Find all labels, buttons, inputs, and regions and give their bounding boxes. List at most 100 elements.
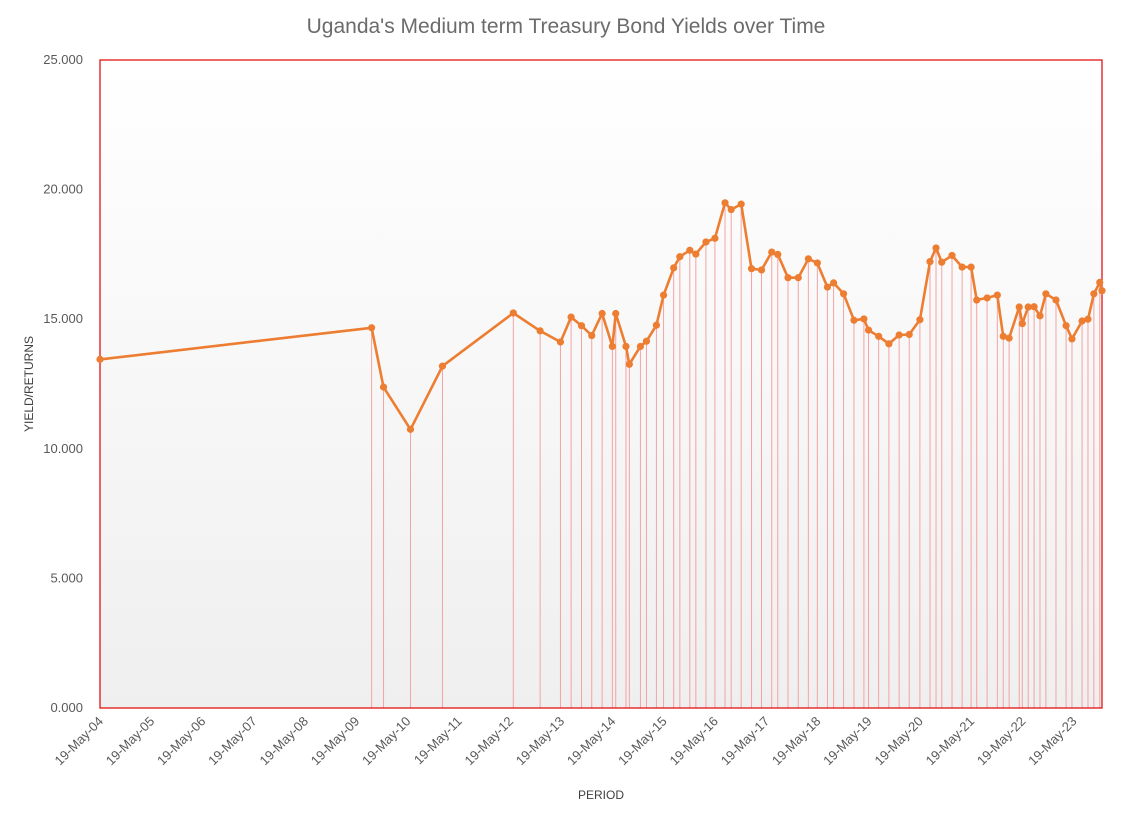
data-point: [1030, 303, 1038, 311]
x-tick-label: 19-May-23: [1025, 714, 1080, 769]
data-point: [659, 291, 668, 299]
data-point: [1036, 312, 1044, 320]
data-point: [96, 355, 104, 363]
data-point: [608, 342, 616, 351]
data-point: [1096, 278, 1104, 286]
y-tick-label: 25.000: [43, 52, 83, 67]
data-point: [727, 205, 735, 214]
data-point: [702, 238, 710, 246]
data-point: [784, 274, 792, 282]
data-point: [1098, 287, 1106, 295]
x-tick-label: 19-May-21: [923, 714, 978, 769]
data-point: [864, 326, 873, 334]
x-tick-label: 19-May-11: [411, 714, 465, 768]
data-point: [830, 279, 838, 287]
x-axis-ticks: 19-May-0419-May-0519-May-0619-May-0719-M…: [52, 714, 1080, 769]
x-tick-label: 19-May-20: [871, 714, 926, 769]
x-tick-label: 19-May-19: [820, 714, 875, 769]
data-point: [794, 274, 802, 282]
x-axis-label: PERIOD: [578, 788, 624, 802]
data-point: [692, 250, 700, 258]
x-tick-label: 19-May-22: [974, 714, 1029, 769]
x-tick-label: 19-May-18: [769, 714, 824, 769]
x-tick-label: 19-May-13: [513, 714, 568, 769]
data-point: [813, 259, 821, 267]
data-point: [839, 290, 848, 298]
y-axis-ticks: 0.000 5.000 10.000 15.000 20.000 25.000: [43, 52, 83, 715]
x-tick-label: 19-May-10: [359, 714, 414, 769]
data-point: [368, 324, 376, 332]
data-point: [895, 331, 903, 339]
data-point: [768, 248, 776, 256]
data-point: [652, 321, 661, 329]
x-tick-label: 19-May-16: [666, 714, 721, 769]
data-point: [967, 263, 975, 271]
data-point: [885, 340, 893, 348]
plot-border: [99, 59, 1103, 709]
x-tick-label: 19-May-14: [564, 714, 619, 769]
data-point: [973, 296, 981, 304]
data-point: [642, 337, 651, 345]
data-point: [983, 294, 991, 302]
data-point: [1062, 322, 1070, 330]
data-point: [1042, 290, 1050, 298]
data-point: [1078, 317, 1086, 325]
y-axis-label: YIELD/RETURNS: [22, 336, 36, 432]
data-point: [598, 309, 606, 318]
data-point: [625, 360, 633, 368]
data-point: [747, 265, 756, 273]
data-point: [438, 362, 447, 370]
data-point: [926, 258, 934, 266]
x-tick-label: 19-May-15: [615, 714, 670, 769]
data-point: [958, 263, 966, 271]
x-tick-label: 19-May-06: [154, 714, 209, 769]
chart-title: Uganda's Medium term Treasury Bond Yield…: [307, 15, 826, 38]
data-point: [860, 315, 868, 323]
data-point: [588, 331, 596, 340]
y-tick-label: 0.000: [50, 700, 83, 715]
y-tick-label: 10.000: [43, 441, 83, 456]
data-point: [711, 234, 719, 242]
x-tick-label: 19-May-17: [718, 714, 773, 769]
data-point: [636, 342, 645, 351]
data-point: [622, 342, 630, 351]
data-point: [999, 332, 1007, 340]
data-point: [1024, 303, 1032, 311]
data-point: [993, 291, 1001, 299]
data-point: [676, 253, 684, 261]
data-point: [379, 383, 388, 391]
x-tick-label: 19-May-12: [462, 714, 517, 769]
drop-lines: [99, 202, 1103, 708]
x-tick-label: 19-May-08: [257, 714, 312, 769]
data-point: [804, 255, 812, 263]
x-tick-label: 19-May-05: [103, 714, 158, 769]
data-point: [686, 246, 694, 254]
data-point: [670, 264, 678, 272]
data-point: [567, 313, 575, 321]
data-point: [406, 425, 415, 433]
y-tick-label: 5.000: [50, 570, 83, 585]
y-tick-label: 15.000: [43, 311, 83, 326]
y-tick-label: 20.000: [43, 182, 83, 197]
plot-area: [100, 60, 1102, 708]
data-point: [1052, 296, 1060, 304]
data-point: [1068, 335, 1076, 343]
data-point: [737, 200, 745, 208]
x-tick-label: 19-May-09: [308, 714, 363, 769]
data-point: [1084, 315, 1092, 323]
data-point: [509, 309, 517, 317]
data-point: [948, 251, 956, 260]
x-tick-label: 19-May-04: [52, 714, 107, 769]
data-point: [1005, 334, 1013, 342]
data-point: [536, 327, 544, 335]
data-point: [757, 266, 766, 274]
data-point: [850, 316, 858, 324]
x-tick-label: 19-May-07: [205, 714, 260, 769]
data-point: [612, 309, 620, 318]
data-point: [721, 199, 729, 207]
data-point: [905, 330, 913, 339]
data-point: [823, 283, 832, 291]
data-point: [875, 332, 883, 340]
